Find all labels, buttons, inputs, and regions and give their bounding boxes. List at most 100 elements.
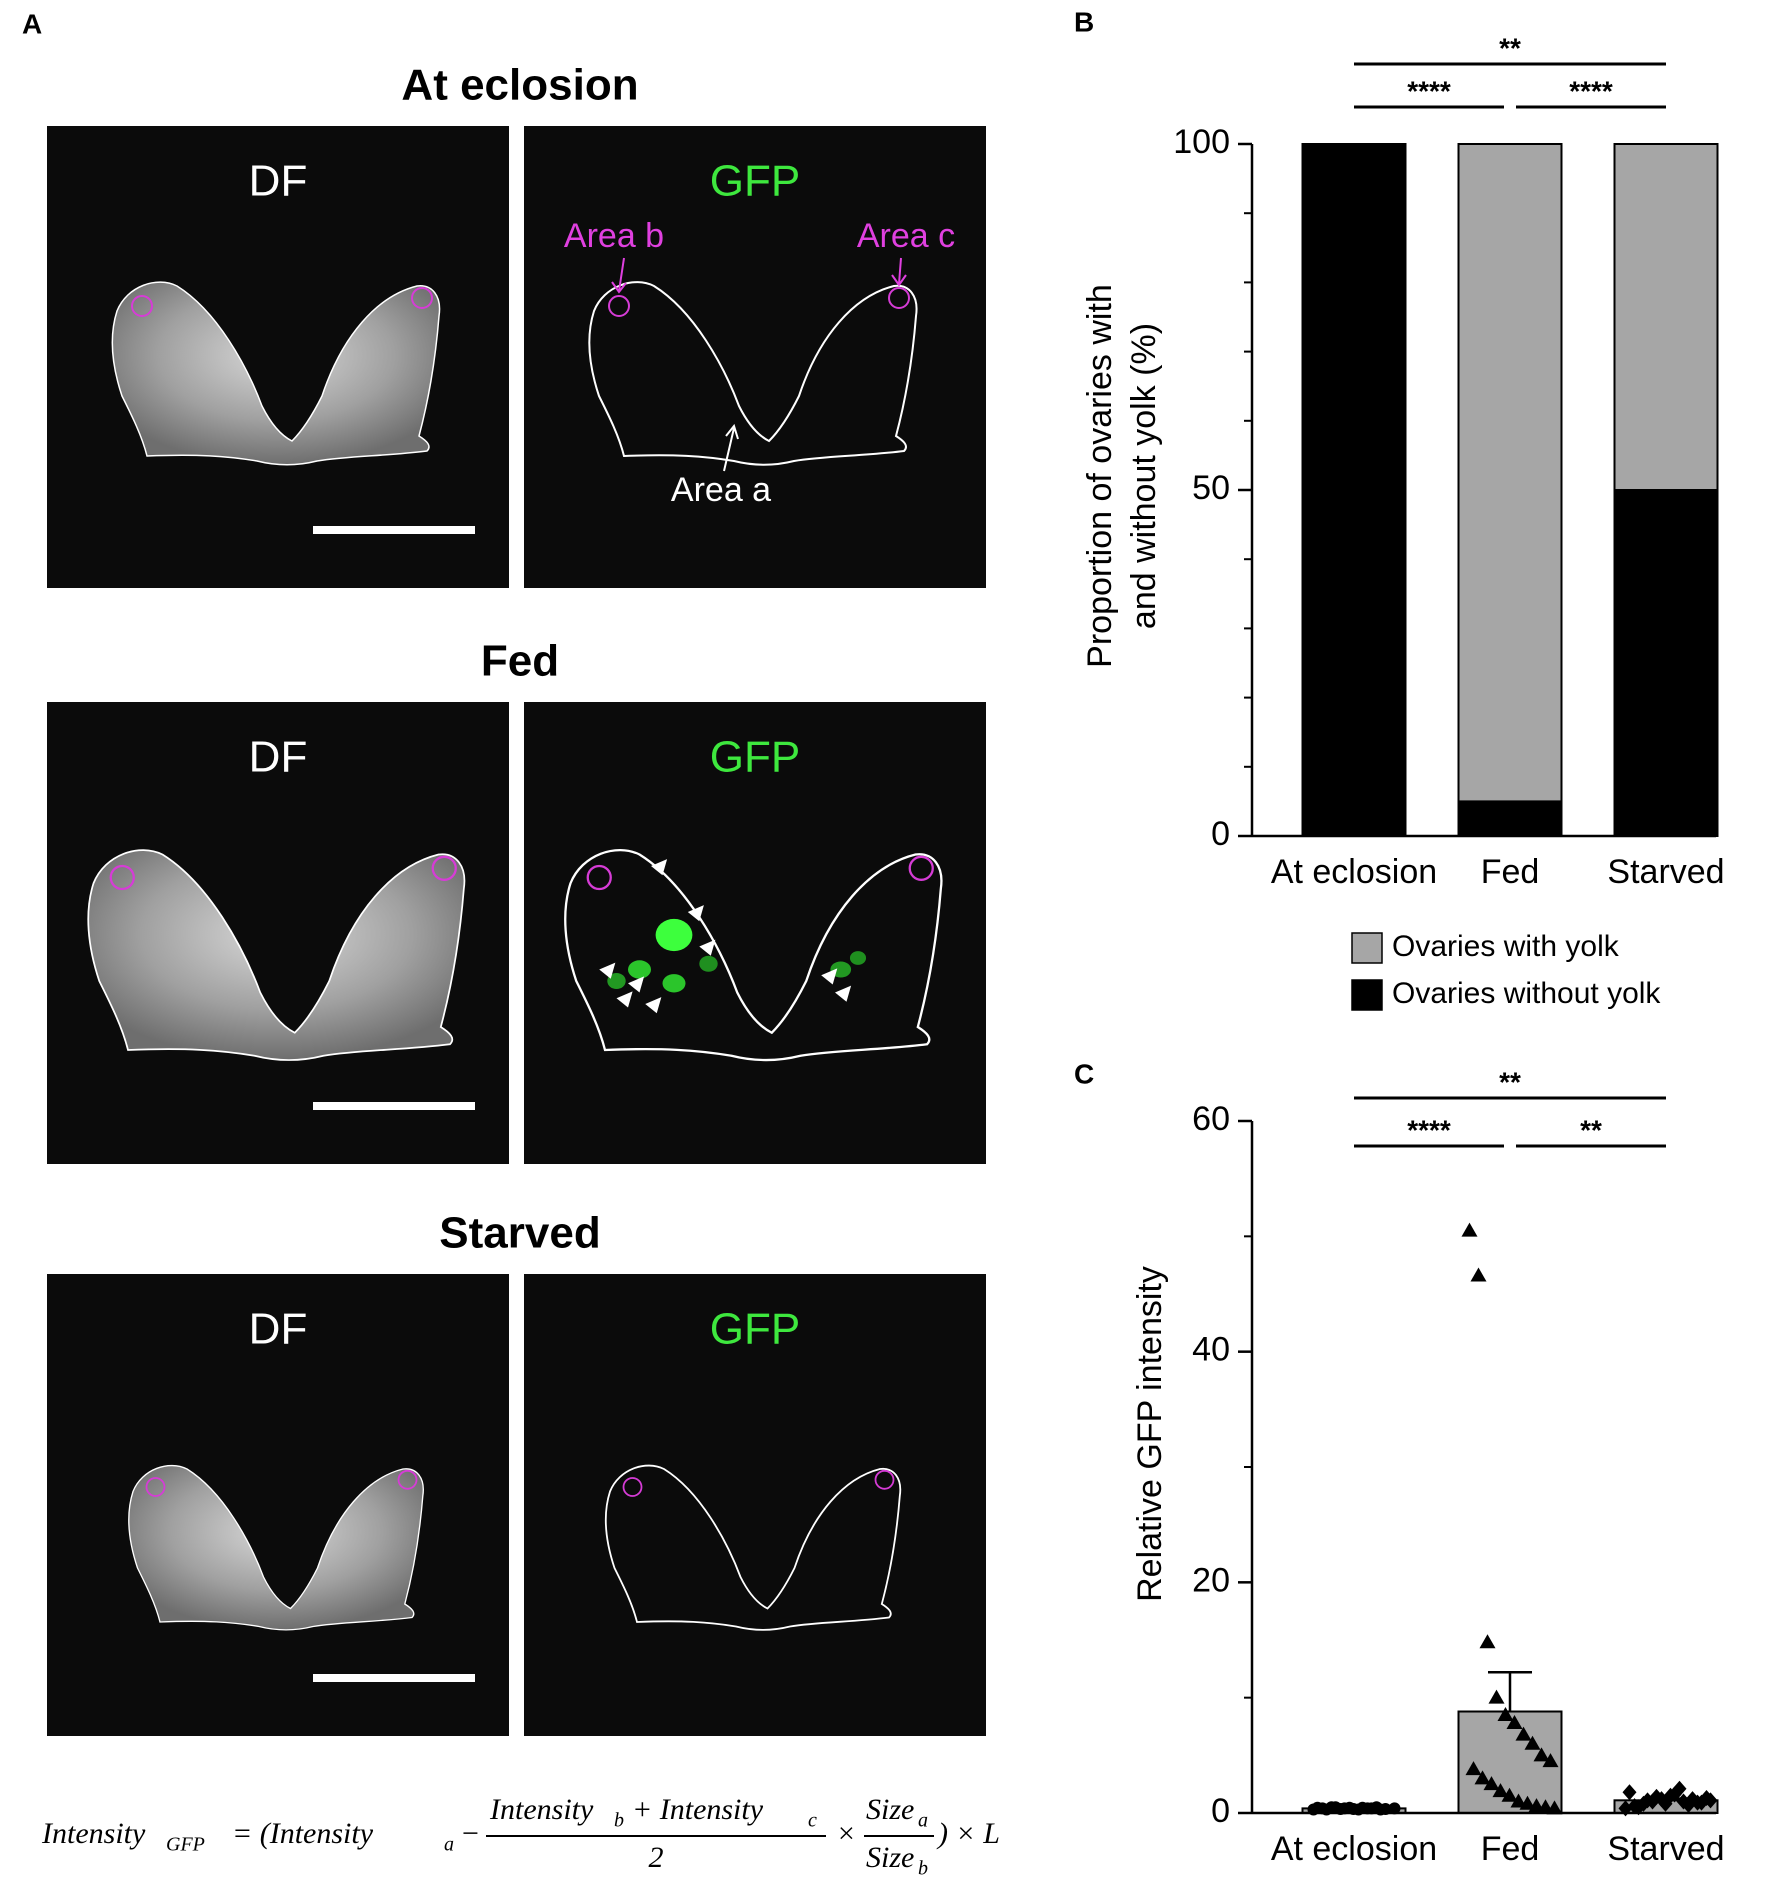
annotation: Area b xyxy=(564,217,664,255)
ovary xyxy=(588,281,918,466)
annotation: Area a xyxy=(671,471,771,509)
data-point xyxy=(1631,1799,1646,1816)
micrograph xyxy=(524,1274,986,1736)
formula-part: ) × L xyxy=(936,1817,1000,1850)
micrograph xyxy=(47,1274,509,1736)
data-point xyxy=(1515,1726,1532,1741)
data-point xyxy=(1524,1735,1541,1750)
data-point xyxy=(1474,1770,1491,1785)
bar-segment xyxy=(1613,143,1719,491)
formula: Intensity GFP = (Intensity a − Intensity… xyxy=(41,1793,1000,1880)
data-point xyxy=(1311,1801,1324,1814)
gfp-signal xyxy=(655,918,693,952)
x-tick-label: At eclosion xyxy=(1271,853,1437,891)
ovary-outline xyxy=(111,281,441,466)
ovary-outline xyxy=(588,281,918,466)
y-axis-label: and without yolk (%) xyxy=(1125,323,1163,629)
ovary-outline xyxy=(87,849,466,1061)
x-tick-label: Fed xyxy=(1481,853,1540,891)
data-point xyxy=(1649,1788,1664,1805)
arrowhead xyxy=(835,985,852,1002)
data-point xyxy=(1622,1784,1637,1801)
data-point xyxy=(1365,1802,1378,1815)
gfp-signal xyxy=(607,972,626,990)
roi-circle xyxy=(888,287,910,309)
y-tick-label: 100 xyxy=(1173,123,1230,161)
y-tick-label: 0 xyxy=(1211,815,1230,853)
legend-swatch xyxy=(1351,932,1383,964)
row-title: Starved xyxy=(439,1209,600,1258)
data-point xyxy=(1703,1792,1718,1809)
roi-circle xyxy=(608,295,630,317)
formula-sub: a xyxy=(444,1834,454,1856)
data-point xyxy=(1497,1706,1514,1721)
channel-label: DF xyxy=(249,157,308,206)
legend-label: Ovaries with yolk xyxy=(1392,930,1620,963)
gfp-signal xyxy=(628,960,651,979)
data-point xyxy=(1667,1786,1682,1803)
panel-label: B xyxy=(1074,6,1094,37)
data-point xyxy=(1546,1800,1563,1815)
channel-label: DF xyxy=(249,1305,308,1354)
formula-part: − xyxy=(460,1817,480,1850)
y-axis-label: Relative GFP intensity xyxy=(1131,1266,1169,1602)
roi-circle xyxy=(908,855,934,881)
formula-part: 2 xyxy=(649,1841,664,1874)
formula-sub: c xyxy=(808,1810,817,1832)
data-point xyxy=(1338,1802,1351,1815)
gfp-signal xyxy=(699,955,718,972)
significance-label: **** xyxy=(1407,75,1451,106)
ovary xyxy=(87,849,466,1061)
formula-part: × xyxy=(836,1817,856,1850)
data-point xyxy=(1483,1776,1500,1791)
annotation-arrow xyxy=(723,423,739,472)
bar-segment xyxy=(1457,143,1563,803)
formula-sub: b xyxy=(918,1858,928,1875)
data-point xyxy=(1506,1715,1523,1730)
gfp-signal xyxy=(662,974,686,993)
y-tick-label: 0 xyxy=(1211,1792,1230,1830)
ovary xyxy=(128,1464,424,1631)
row-title: At eclosion xyxy=(401,61,638,110)
x-tick-label: Starved xyxy=(1607,853,1724,891)
data-point xyxy=(1492,1783,1509,1798)
annotation-arrow xyxy=(611,257,627,294)
bar-segment xyxy=(1457,800,1563,838)
data-point xyxy=(1501,1787,1518,1802)
roi-circle xyxy=(622,1477,643,1497)
legend-swatch xyxy=(1351,979,1383,1011)
data-point xyxy=(1658,1795,1673,1812)
formula-part: Intensity xyxy=(41,1817,146,1850)
formula-sub: GFP xyxy=(166,1834,205,1856)
panel-label: C xyxy=(1074,1058,1094,1089)
ovary xyxy=(605,1464,902,1631)
panel-label: A xyxy=(22,8,42,39)
significance-label: **** xyxy=(1407,1114,1451,1145)
ovary-outline xyxy=(128,1464,424,1631)
ovary-outline xyxy=(605,1464,902,1631)
channel-label: GFP xyxy=(710,1305,800,1354)
formula-part: = (Intensity xyxy=(232,1817,374,1850)
significance-label: ** xyxy=(1499,1066,1521,1097)
scale-bar xyxy=(313,1102,475,1110)
arrowhead xyxy=(687,905,704,922)
roi-circle xyxy=(145,1477,166,1497)
roi-circle xyxy=(411,287,433,309)
significance-label: **** xyxy=(1569,75,1613,106)
roi-circle xyxy=(431,855,457,881)
data-point xyxy=(1519,1795,1536,1810)
ovary xyxy=(111,281,441,466)
channel-label: DF xyxy=(249,733,308,782)
data-point xyxy=(1479,1634,1496,1649)
annotation: Area c xyxy=(857,217,955,255)
formula-part: + Intensity xyxy=(632,1793,764,1826)
significance-label: ** xyxy=(1580,1114,1602,1145)
scale-bar xyxy=(313,1674,475,1682)
significance-label: ** xyxy=(1499,32,1521,63)
legend-label: Ovaries without yolk xyxy=(1392,977,1661,1010)
micrograph xyxy=(524,126,986,588)
y-tick-label: 60 xyxy=(1192,1100,1230,1138)
ovary xyxy=(564,849,943,1062)
y-tick-label: 40 xyxy=(1192,1331,1230,1369)
